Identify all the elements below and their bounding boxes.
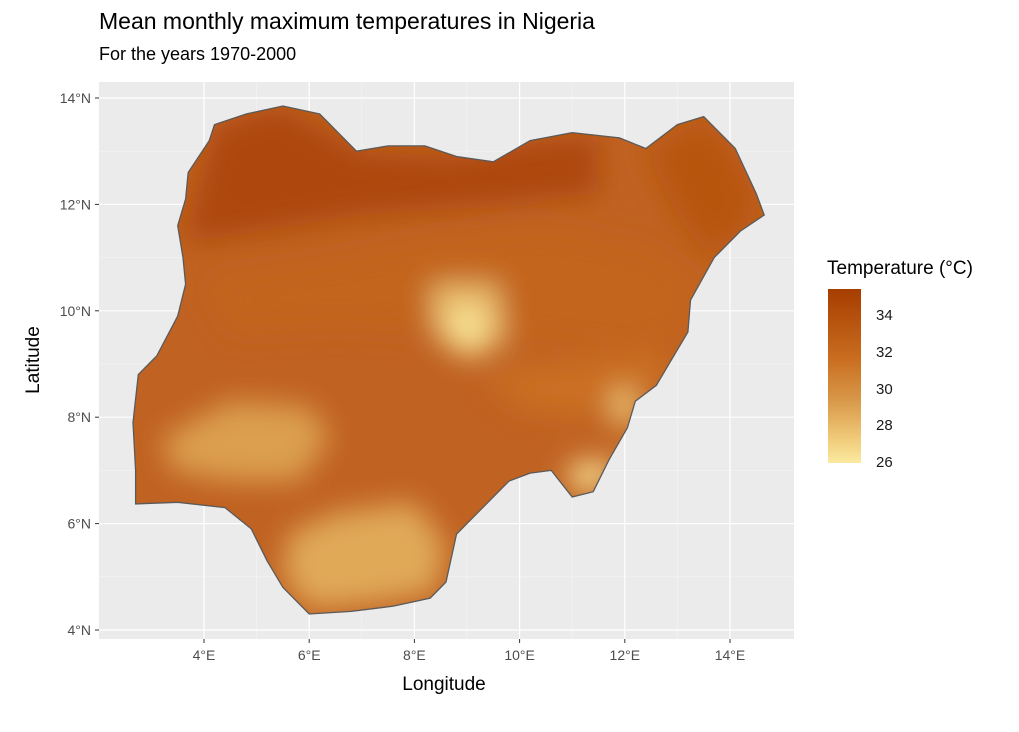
temperature-zone	[282, 502, 446, 609]
country-border-outline	[132, 105, 765, 615]
legend-tick-label: 28	[876, 417, 893, 435]
x-tick-label: 6°E	[298, 647, 321, 663]
legend-tick-label: 26	[876, 454, 893, 471]
x-tick-label: 14°E	[715, 647, 746, 663]
temperature-zone	[451, 305, 488, 354]
temperature-zone	[161, 401, 331, 481]
y-axis: 4°N 6°N 8°N 10°N 12°N 14°N	[60, 90, 99, 638]
temperature-zone	[645, 116, 762, 258]
legend-title: Temperature (°C)	[827, 258, 973, 279]
y-tick-label: 6°N	[68, 516, 92, 532]
x-tick-label: 12°E	[610, 647, 641, 663]
x-tick-label: 10°E	[504, 647, 535, 663]
y-tick-label: 12°N	[60, 196, 91, 212]
x-tick-label: 8°E	[403, 647, 426, 663]
x-axis: 4°E 6°E 8°E 10°E 12°E 14°E	[193, 639, 746, 663]
legend-tick-label: 34	[876, 307, 893, 325]
temperature-zone	[566, 459, 615, 495]
temperature-raster	[133, 106, 765, 614]
temperature-base-fill	[133, 106, 765, 614]
legend-tick-label: 30	[876, 380, 893, 398]
legend-colorbar	[828, 289, 861, 463]
chart-title: Mean monthly maximum temperatures in Nig…	[99, 8, 595, 34]
temperature-zone	[183, 106, 599, 242]
y-tick-label: 8°N	[68, 409, 92, 425]
chart-subtitle: For the years 1970-2000	[99, 44, 297, 64]
y-tick-label: 10°N	[60, 303, 91, 319]
y-tick-label: 4°N	[68, 622, 92, 638]
x-tick-label: 4°E	[193, 647, 216, 663]
legend-tick-label: 32	[876, 344, 893, 362]
y-tick-label: 14°N	[60, 90, 91, 106]
